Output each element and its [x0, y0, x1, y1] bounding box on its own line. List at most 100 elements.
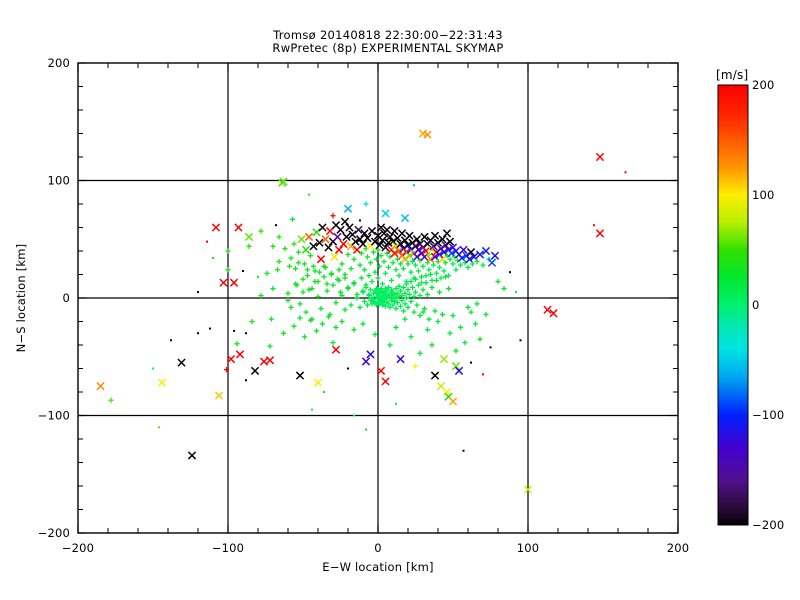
scatter-point-plus: [357, 262, 363, 268]
colorbar-tick-label: 200: [752, 78, 775, 92]
scatter-point-plus: [304, 267, 311, 273]
scatter-point-plus: [361, 298, 368, 305]
scatter-point-plus: [450, 313, 456, 319]
scatter-point-plus: [285, 290, 291, 296]
scatter-point-plus: [345, 286, 351, 292]
x-tick-label: 200: [667, 541, 690, 555]
scatter-point-cross: [466, 248, 476, 257]
scatter-point-cross: [309, 242, 318, 251]
scatter-point-plus: [385, 301, 392, 307]
scatter-point-cross: [442, 229, 452, 238]
scatter-point-cross: [381, 243, 390, 252]
scatter-point-dot: [245, 332, 247, 335]
scatter-point-plus: [408, 298, 414, 305]
scatter-point-plus: [301, 261, 308, 267]
scatter-point-dot: [395, 402, 397, 405]
scatter-point-plus: [373, 302, 380, 308]
y-tick-label: −100: [38, 409, 70, 423]
scatter-point-plus: [307, 317, 314, 323]
scatter-point-dot: [158, 426, 160, 429]
scatter-point-cross: [375, 240, 384, 250]
scatter-point-dot: [515, 291, 517, 294]
scatter-point-plus: [337, 289, 344, 295]
scatter-point-plus: [406, 291, 413, 298]
scatter-point-plus: [373, 256, 380, 262]
scatter-point-plus: [313, 328, 320, 334]
scatter-point-plus: [330, 213, 336, 219]
scatter-point-plus: [363, 201, 369, 207]
scatter-point-plus: [474, 301, 480, 307]
scatter-point-cross: [333, 232, 342, 242]
scatter-point-plus: [415, 268, 422, 274]
y-axis-ticks: [78, 62, 678, 534]
scatter-point-plus: [402, 316, 408, 322]
scatter-point-plus: [234, 341, 240, 347]
scatter-point-plus: [315, 294, 321, 300]
scatter-point-plus: [333, 300, 339, 306]
scatter-point-plus: [400, 284, 407, 291]
scatter-point-plus: [397, 261, 404, 267]
scatter-point-cross: [234, 223, 243, 232]
scatter-point-plus: [289, 216, 296, 222]
scatter-point-plus: [391, 291, 398, 298]
scatter-point-dot: [197, 332, 199, 335]
scatter-point-cross: [523, 485, 533, 494]
scatter-point-plus: [429, 277, 435, 283]
scatter-point-plus: [399, 293, 405, 299]
scatter-point-plus: [382, 303, 389, 309]
scatter-point-dot: [413, 184, 415, 187]
scatter-point-dot: [257, 275, 259, 278]
scatter-point-plus: [412, 276, 419, 282]
scatter-point-plus: [390, 302, 396, 308]
scatter-point-cross: [96, 381, 105, 391]
scatter-point-cross: [313, 378, 323, 387]
scatter-point-plus: [351, 256, 357, 262]
scatter-point-plus: [384, 288, 390, 294]
scatter-point-plus: [409, 258, 416, 265]
scatter-point-cross: [595, 152, 605, 162]
scatter-point-plus: [321, 274, 327, 280]
scatter-point-plus: [445, 273, 452, 279]
scatter-point-plus: [357, 304, 363, 310]
scatter-point-plus: [402, 301, 408, 307]
scatter-point-plus: [468, 309, 474, 315]
scatter-point-plus: [324, 288, 330, 294]
scatter-point-plus: [342, 307, 348, 313]
scatter-point-plus: [405, 287, 411, 293]
scatter-point-plus: [295, 260, 302, 266]
scatter-point-plus: [423, 273, 429, 279]
scatter-point-plus: [393, 305, 399, 312]
scatter-point-plus: [363, 284, 369, 291]
scatter-point-plus: [297, 315, 303, 321]
scatter-point-cross: [459, 245, 468, 254]
scatter-point-plus: [300, 276, 306, 282]
figure-title-line-2: RwPretec (8p) EXPERIMENTAL SKYMAP: [272, 41, 503, 55]
scatter-point-cross: [214, 391, 224, 400]
scatter-point-plus: [393, 295, 399, 301]
scatter-point-plus: [312, 268, 318, 274]
scatter-point-cross: [381, 209, 390, 218]
scatter-point-plus: [264, 270, 270, 276]
colorbar-unit-label: [m/s]: [716, 68, 748, 82]
scatter-point-cross: [403, 240, 413, 250]
x-tick-label: 0: [374, 541, 382, 555]
scatter-point-plus: [436, 264, 443, 271]
scatter-point-cross: [412, 235, 422, 244]
scatter-point-cross: [442, 387, 452, 397]
scatter-point-plus: [360, 289, 366, 295]
scatter-point-plus: [375, 247, 381, 253]
scatter-point-cross: [316, 255, 326, 264]
scatter-point-plus: [385, 264, 392, 271]
scatter-point-plus: [345, 251, 351, 258]
scatter-point-plus: [306, 287, 312, 293]
scatter-point-plus: [465, 304, 471, 310]
y-tick-label: 200: [47, 56, 70, 70]
y-tick-label: 100: [47, 174, 70, 188]
scatter-point-cross: [219, 278, 228, 287]
scatter-point-cross: [321, 235, 330, 244]
scatter-point-plus: [394, 300, 401, 306]
scatter-point-plus: [367, 287, 374, 293]
scatter-point-cross: [342, 232, 351, 242]
scatter-point-plus: [372, 331, 378, 338]
scatter-point-plus: [270, 243, 276, 249]
